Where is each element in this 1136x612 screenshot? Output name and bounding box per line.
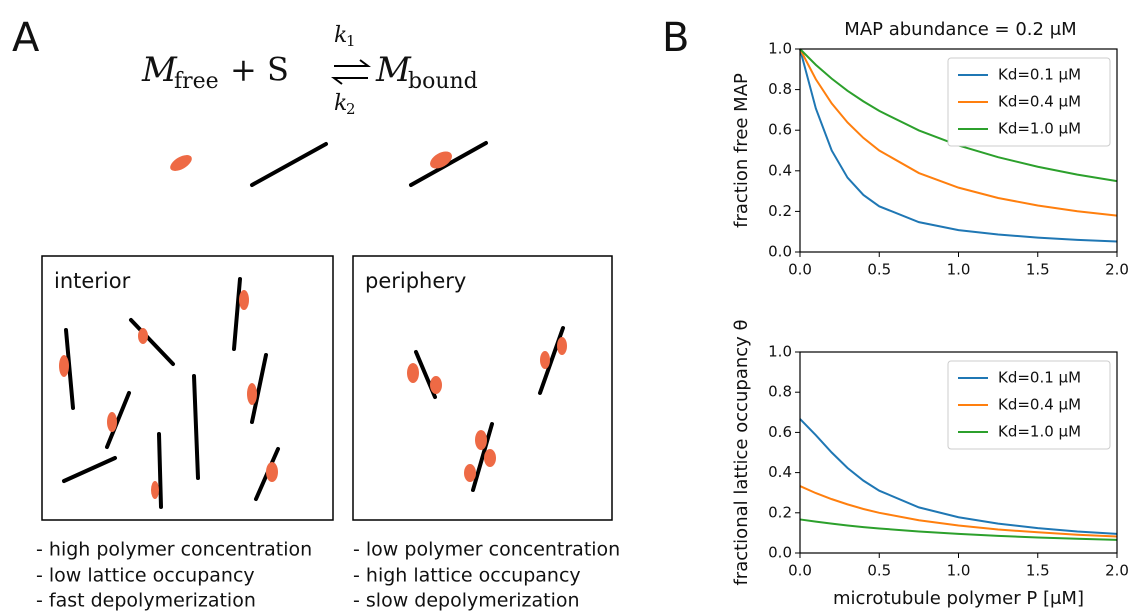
schematic xyxy=(170,141,488,187)
x-tick-label: 0.5 xyxy=(867,261,891,279)
y-tick-label: 0.4 xyxy=(768,463,792,481)
interior-filaments xyxy=(59,277,280,509)
legend-label: Kd=1.0 μM xyxy=(998,423,1081,441)
note: - slow depolymerization xyxy=(353,590,580,612)
rate-sub: 1 xyxy=(346,32,356,50)
x-tick-label: 2.0 xyxy=(1105,261,1129,279)
y-tick-label: 0.4 xyxy=(768,161,792,179)
x-tick-label: 1.5 xyxy=(1026,562,1050,580)
y-tick-label: 0.8 xyxy=(768,80,792,98)
box-label: interior xyxy=(54,269,131,293)
x-tick-label: 0.5 xyxy=(867,562,891,580)
x-axis-label: microtubule polymer P [μM] xyxy=(833,588,1084,609)
interior-box xyxy=(41,255,334,521)
legend-label: Kd=0.4 μM xyxy=(998,93,1081,111)
rate-constant: k xyxy=(334,91,347,116)
note: - fast depolymerization xyxy=(36,590,256,612)
periphery-box xyxy=(352,255,613,521)
x-tick-label: 0.0 xyxy=(788,261,812,279)
y-tick-label: 0.2 xyxy=(768,503,792,521)
note: - high polymer concentration xyxy=(36,539,312,561)
eq-term: + S xyxy=(230,51,289,89)
y-tick-label: 1.0 xyxy=(768,343,792,361)
panel-letter: B xyxy=(662,15,689,61)
x-tick-label: 0.0 xyxy=(788,562,812,580)
note: - low polymer concentration xyxy=(353,539,620,561)
data-line xyxy=(799,518,1118,541)
data-line xyxy=(799,48,1118,243)
eq-sub: free xyxy=(174,69,219,94)
x-tick-label: 1.5 xyxy=(1026,261,1050,279)
eq-term: M xyxy=(141,50,178,90)
periphery-filaments xyxy=(407,326,567,492)
legend-label: Kd=1.0 μM xyxy=(998,120,1081,138)
legend-box xyxy=(947,360,1111,450)
y-axis-label: fraction free MAP xyxy=(731,73,752,228)
y-tick-label: 0.0 xyxy=(768,544,792,562)
y-axis-label: fractional lattice occupancy θ xyxy=(731,319,752,585)
legend-box xyxy=(947,57,1111,147)
legend-label: Kd=0.1 μM xyxy=(998,66,1081,84)
data-line xyxy=(799,48,1118,217)
y-tick-label: 0.6 xyxy=(768,423,792,441)
data-line xyxy=(799,418,1118,535)
y-tick-label: 0.0 xyxy=(768,243,792,261)
note: - low lattice occupancy xyxy=(36,565,255,587)
chart-title: MAP abundance = 0.2 μM xyxy=(844,19,1076,40)
box-label: periphery xyxy=(365,269,466,293)
note: - high lattice occupancy xyxy=(353,565,581,587)
equilibrium-arrows xyxy=(331,59,371,85)
notes: - high polymer concentration - low latti… xyxy=(36,539,620,612)
y-tick-label: 0.2 xyxy=(768,202,792,220)
y-tick-label: 0.8 xyxy=(768,383,792,401)
eq-sub: bound xyxy=(408,69,478,94)
x-tick-label: 2.0 xyxy=(1105,562,1129,580)
equation: M free + S k 1 k 2 M bound xyxy=(141,23,478,118)
data-line xyxy=(799,48,1118,183)
rate-sub: 2 xyxy=(346,100,356,118)
legend-label: Kd=0.1 μM xyxy=(998,369,1081,387)
eq-term: M xyxy=(375,50,412,90)
panel-letter: A xyxy=(12,15,40,61)
x-tick-label: 1.0 xyxy=(947,562,971,580)
x-tick-label: 1.0 xyxy=(947,261,971,279)
data-line xyxy=(799,485,1118,538)
y-tick-label: 1.0 xyxy=(768,40,792,58)
rate-constant: k xyxy=(334,23,347,48)
y-tick-label: 0.6 xyxy=(768,121,792,139)
legend-label: Kd=0.4 μM xyxy=(998,396,1081,414)
